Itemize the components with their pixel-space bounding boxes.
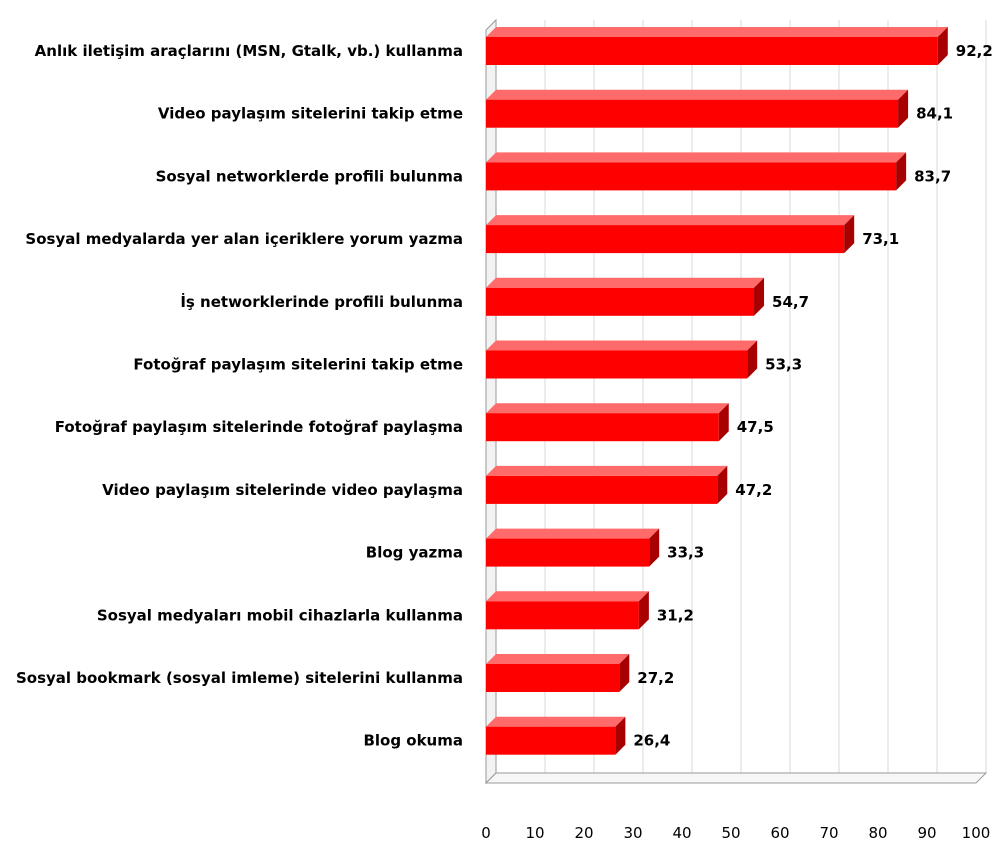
category-label-6: Fotoğraf paylaşım sitelerini takip etme (133, 356, 463, 374)
bar-2 (486, 89, 909, 128)
bar-top-face (486, 528, 660, 539)
bar-front-face (486, 664, 620, 692)
category-label-1: Anlık iletişim araçlarını (MSN, Gtalk, v… (35, 42, 463, 60)
x-tick-label-40: 40 (672, 824, 691, 842)
value-label-12: 26,4 (633, 732, 670, 750)
bar-end-face (844, 215, 855, 254)
value-label-7: 47,5 (737, 418, 774, 436)
bar-top-face (486, 277, 765, 288)
bar-end-face (937, 27, 948, 65)
value-label-3: 83,7 (914, 167, 951, 185)
bar-front-face (486, 225, 845, 254)
x-tick-label-10: 10 (525, 824, 544, 842)
bar-1 (486, 27, 948, 65)
bar-12 (486, 716, 626, 755)
value-label-10: 31,2 (657, 606, 694, 624)
x-tick-label-70: 70 (819, 824, 838, 842)
bar-end-face (718, 403, 729, 442)
x-tick-label-60: 60 (770, 824, 789, 842)
bar-10 (486, 591, 649, 630)
value-label-4: 73,1 (862, 230, 899, 248)
bar-6 (486, 340, 758, 379)
bar-front-face (486, 350, 748, 379)
bar-end-face (638, 591, 649, 630)
bar-11 (486, 654, 630, 692)
value-label-2: 84,1 (916, 105, 953, 123)
x-tick-label-30: 30 (623, 824, 642, 842)
bar-top-face (486, 403, 729, 414)
bars (486, 27, 948, 755)
bar-front-face (486, 601, 639, 630)
category-label-11: Sosyal bookmark (sosyal imleme) siteleri… (16, 669, 463, 687)
bar-top-face (486, 465, 728, 476)
bar-top-face (486, 89, 909, 100)
bar-front-face (486, 287, 755, 316)
value-label-8: 47,2 (735, 481, 772, 499)
bar-end-face (754, 277, 765, 316)
bar-top-face (486, 152, 907, 163)
bar-8 (486, 465, 728, 504)
x-tick-label-0: 0 (481, 824, 491, 842)
bar-front-face (486, 413, 719, 442)
value-label-1: 92,2 (956, 42, 993, 60)
bar-end-face (898, 89, 909, 128)
bar-top-face (486, 215, 855, 226)
bar-5 (486, 277, 765, 316)
bar-front-face (486, 538, 650, 567)
bar-end-face (619, 654, 630, 692)
bar-end-face (717, 465, 728, 504)
value-label-6: 53,3 (765, 356, 802, 374)
x-tick-label-90: 90 (917, 824, 936, 842)
bar-4 (486, 215, 855, 254)
bar-end-face (615, 716, 626, 755)
bar-top-face (486, 591, 649, 602)
bar-end-face (896, 152, 907, 191)
category-label-10: Sosyal medyaları mobil cihazlarla kullan… (97, 606, 463, 624)
bar-top-face (486, 27, 948, 37)
bar-top-face (486, 716, 626, 727)
axes (484, 18, 988, 785)
bar-front-face (486, 726, 616, 755)
bar-7 (486, 403, 729, 442)
grid-lines (495, 20, 987, 773)
bar-top-face (486, 654, 630, 664)
bar-front-face (486, 99, 899, 128)
bar-front-face (486, 37, 938, 65)
x-tick-label-20: 20 (574, 824, 593, 842)
bar-front-face (486, 162, 897, 191)
value-label-5: 54,7 (772, 293, 809, 311)
category-label-2: Video paylaşım sitelerini takip etme (158, 105, 463, 123)
x-tick-label-100: 100 (962, 824, 991, 842)
category-label-8: Video paylaşım sitelerinde video paylaşm… (102, 481, 463, 499)
bar-end-face (649, 528, 660, 567)
category-label-3: Sosyal networklerde profili bulunma (156, 167, 463, 185)
category-label-4: Sosyal medyalarda yer alan içeriklere yo… (25, 230, 463, 248)
bar-3 (486, 152, 907, 191)
bar-top-face (486, 340, 758, 351)
value-label-11: 27,2 (637, 669, 674, 687)
category-label-12: Blog okuma (363, 732, 463, 750)
labels: 0 10 20 30 40 50 60 70 80 90 100 Anlık iletişim ara… (16, 42, 993, 842)
category-label-7: Fotoğraf paylaşım sitelerinde fotoğraf p… (55, 418, 463, 436)
bar-end-face (747, 340, 758, 379)
x-tick-label-80: 80 (868, 824, 887, 842)
bar-front-face (486, 475, 718, 504)
category-label-9: Blog yazma (366, 544, 463, 562)
category-label-5: İş networklerinde profili bulunma (180, 292, 463, 311)
bar-9 (486, 528, 660, 567)
x-tick-label-50: 50 (721, 824, 740, 842)
value-label-9: 33,3 (667, 544, 704, 562)
floor (484, 772, 988, 784)
